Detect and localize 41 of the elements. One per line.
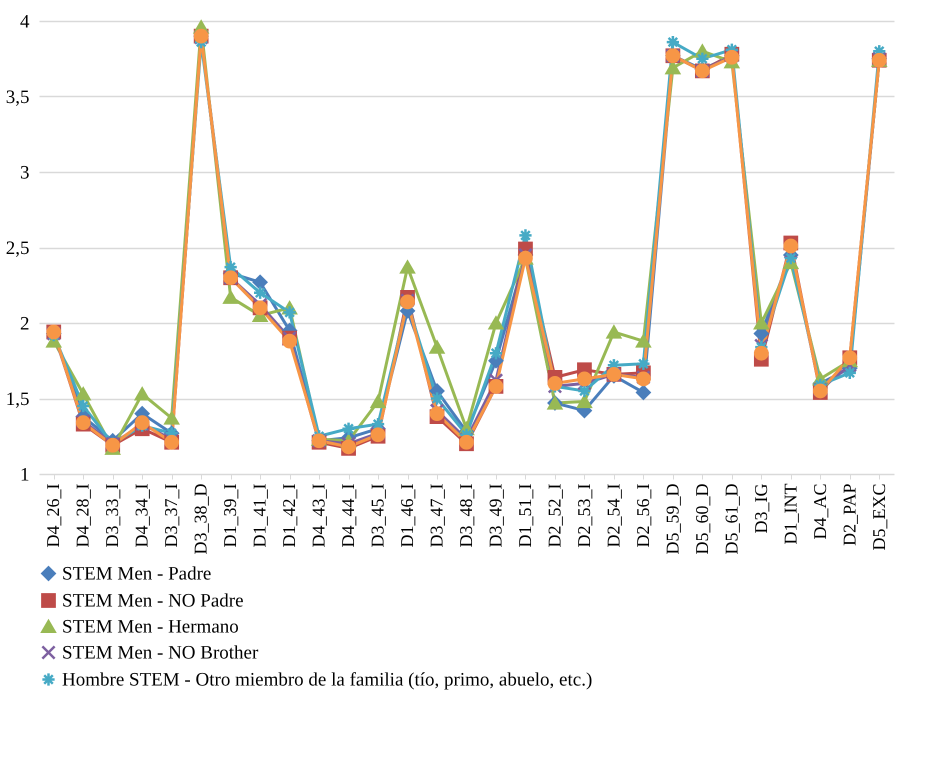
y-tick-label: 1 bbox=[20, 464, 30, 486]
legend-label: STEM Men - Padre bbox=[62, 564, 212, 584]
x-tick-label: D1_42_I bbox=[279, 484, 300, 548]
legend-label: STEM Men - Hermano bbox=[62, 616, 239, 638]
y-tick-label: 4 bbox=[20, 12, 30, 32]
x-tick-label: D4_34_I bbox=[132, 484, 152, 548]
y-tick-label: 2 bbox=[20, 314, 30, 334]
x-tick-label: D3_IG bbox=[750, 484, 771, 534]
legend-label: STEM Men - NO Brother bbox=[62, 642, 259, 664]
y-tick-label: 1,5 bbox=[6, 389, 30, 410]
x-tick-label: D3_49_I bbox=[485, 484, 506, 548]
x-tick-label: D3_47_I bbox=[426, 484, 447, 548]
x-tick-label: D2_52_I bbox=[544, 484, 564, 548]
x-tick-label: D3_48_I bbox=[456, 484, 476, 548]
x-tick-label: D4_26_I bbox=[43, 484, 64, 548]
x-tick-label: D1_INT bbox=[780, 484, 800, 544]
x-tick-label: D5_59_D bbox=[662, 484, 682, 554]
y-tick-label: 2,5 bbox=[6, 238, 30, 259]
y-tick-label: 3,5 bbox=[6, 87, 30, 108]
x-tick-label: D3_33_I bbox=[102, 484, 122, 548]
x-tick-label: D4_43_I bbox=[308, 484, 329, 548]
legend-label: STEM Men - NO Padre bbox=[62, 590, 244, 612]
x-tick-label: D2_53_I bbox=[574, 484, 594, 548]
x-tick-label: D2_56_I bbox=[632, 484, 653, 548]
x-tick-label: D1_46_I bbox=[397, 484, 418, 548]
x-tick-label: D4_44_I bbox=[338, 484, 358, 548]
x-tick-label: D3_37_I bbox=[161, 484, 182, 548]
x-tick-label: D5_EXC bbox=[868, 484, 889, 550]
x-tick-label: D1_41_I bbox=[250, 484, 270, 548]
x-tick-label: D2_PAP bbox=[839, 484, 860, 546]
y-tick-label: 3 bbox=[20, 162, 30, 184]
x-tick-label: D5_61_D bbox=[721, 484, 742, 554]
x-tick-label: D3_38_D bbox=[190, 484, 211, 554]
x-tick-label: D4_28_I bbox=[72, 484, 93, 548]
legend-label: Hombre STEM - Otro miembro de la familia (tío, primo, abuelo, etc.) bbox=[62, 670, 592, 690]
x-tick-label: D5_60_D bbox=[692, 484, 712, 554]
x-tick-label: D1_39_I bbox=[220, 484, 240, 548]
x-tick-label: D2_54_I bbox=[603, 484, 624, 548]
x-tick-label: D1_51_I bbox=[514, 484, 535, 548]
x-tick-label: D3_45_I bbox=[368, 484, 388, 548]
x-tick-label: D4_AC bbox=[810, 484, 830, 540]
